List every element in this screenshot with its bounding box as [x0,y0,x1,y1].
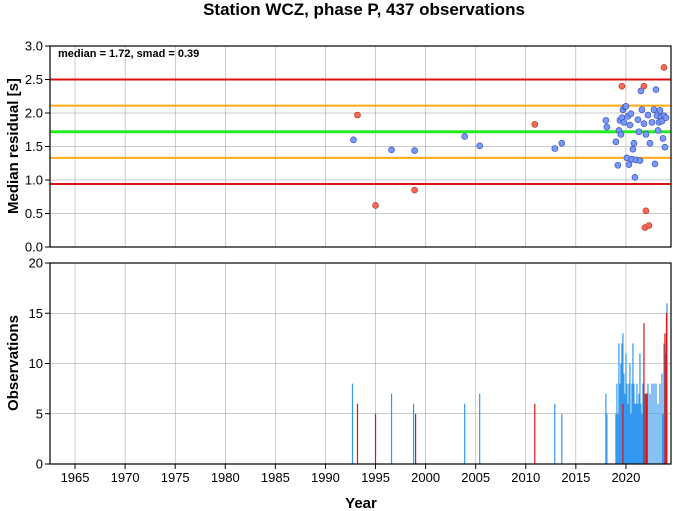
x-tick-label: 1975 [161,470,190,485]
residual-y-axis-label: Median residual [s] [5,78,22,214]
residual-point [635,128,643,136]
y-tick-label: 10 [29,356,43,371]
residual-point [642,131,650,138]
residual-point [656,107,664,114]
x-tick-label: 2020 [611,470,640,485]
residual-point [461,133,468,140]
x-axis-label: Year [345,495,377,511]
residual-point [558,139,566,147]
residual-y-ticks: 0.0 0.5 1.0 1.5 2.0 2.5 3.0 [25,39,50,255]
y-tick-label: 0 [36,457,43,472]
residual-outlier-point [660,64,668,71]
x-tick-label: 1965 [61,470,90,485]
x-tick-label: 1970 [111,470,140,485]
residual-point [411,147,418,154]
residual-point [476,142,483,150]
y-tick-label: 0.0 [25,240,43,255]
residual-outlier-point [645,222,653,229]
y-tick-label: 2.0 [25,106,43,121]
x-tick-label: 2015 [561,470,590,485]
observations-y-ticks: 0 5 10 15 20 [29,256,50,472]
residual-point [638,106,646,113]
residual-point [634,116,642,123]
observations-x-ticks: 1965 1970 1975 1980 1985 1990 1995 2000 2005 2010… [61,464,640,485]
y-tick-label: 1.5 [25,139,43,154]
x-tick-label: 1980 [211,470,240,485]
residual-point [636,157,644,164]
y-tick-label: 3.0 [25,39,43,54]
residual-outlier-point [640,82,648,90]
residual-points [350,64,670,231]
residual-point [612,138,620,146]
residual-point [662,114,670,121]
y-tick-label: 0.5 [25,206,43,221]
residual-outlier-point [642,207,650,215]
residual-outlier-point [411,186,418,194]
residual-point [630,139,638,147]
residual-annotation: median = 1.72, smad = 0.39 [58,48,199,60]
residual-point [654,127,662,134]
y-tick-label: 20 [29,256,43,271]
residual-outlier-point [372,202,379,209]
chart-title: Station WCZ, phase P, 437 observations [203,0,525,19]
y-tick-label: 5 [36,406,43,421]
x-tick-label: 1985 [261,470,290,485]
residual-outlier-point [618,82,626,90]
residual-point [651,160,659,168]
residual-point [622,103,630,110]
residual-point [627,110,635,117]
observations-y-axis-label: Observations [5,315,22,411]
residual-point [631,174,639,181]
x-tick-label: 2005 [461,470,490,485]
y-tick-label: 15 [29,306,43,321]
residual-point [626,121,634,129]
residual-point [603,123,611,131]
residual-point [620,119,628,126]
residual-point [659,135,667,142]
residual-point [614,161,622,169]
residual-panel: 0.0 0.5 1.0 1.5 2.0 2.5 3.0 median = 1.72, sma… [5,39,672,255]
residual-point [602,117,610,124]
residual-point [661,143,669,151]
x-tick-label: 1990 [311,470,340,485]
x-tick-label: 2000 [411,470,440,485]
residual-point [648,119,656,126]
x-tick-label: 1995 [361,470,390,485]
y-tick-label: 2.5 [25,72,43,87]
residual-point [388,146,395,154]
residual-outlier-point [354,111,361,119]
residual-point [617,131,625,138]
residual-point [625,161,633,168]
residual-point [637,87,645,95]
x-tick-label: 2010 [511,470,540,485]
residual-point [350,136,357,144]
residual-point [650,106,658,113]
observations-panel: 0 5 10 15 20 1965 1970 1975 1980 1985 1990 1995 200… [5,256,672,511]
residual-point [644,111,652,119]
observations-bars [351,303,668,464]
residual-point [629,145,637,153]
residual-point [646,139,654,147]
residual-point [640,120,648,128]
residual-reference-lines [50,78,671,186]
residual-point [652,86,660,93]
y-tick-label: 1.0 [25,173,43,188]
residual-point [551,145,559,152]
residual-outlier-point [531,121,539,128]
